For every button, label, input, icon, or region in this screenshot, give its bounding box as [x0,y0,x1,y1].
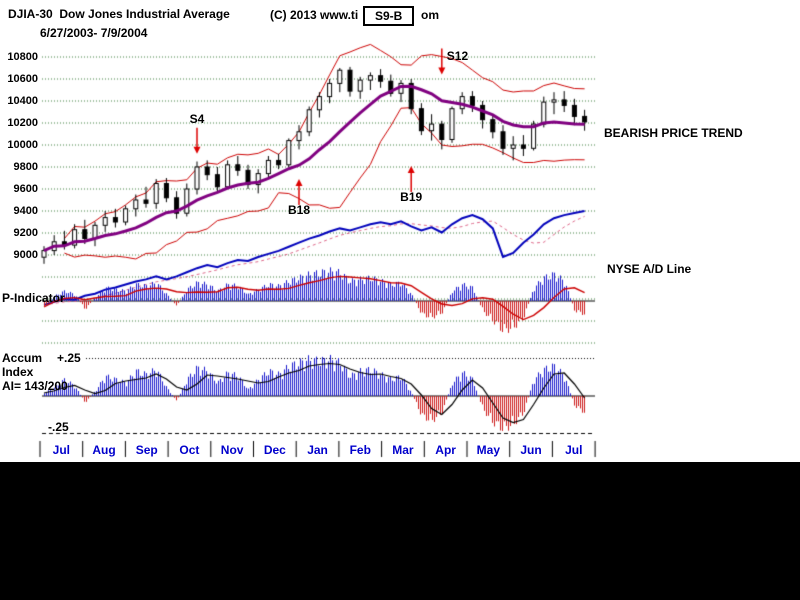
sell-signal-label: S4 [189,111,205,126]
buy-signal-label: B19 [400,189,423,204]
y-axis-label: 10600 [7,73,38,85]
month-label: Dec [263,443,286,457]
sell-signal-label: S12 [446,48,469,63]
ai-ratio-label: AI= 143/200 [2,379,68,393]
buy-signal-label: B18 [287,203,310,218]
y-axis-label: 9800 [13,161,38,173]
date-range: 6/27/2003- 7/9/2004 [40,26,148,40]
copyright-text: (C) 2013 www.ti [270,8,359,22]
current-signal-box: S9-B [363,6,415,26]
month-label: Jun [520,443,542,457]
p-indicator-label: P-Indicator [2,291,65,305]
month-label: May [476,443,501,457]
month-label: Jul [52,443,71,457]
y-axis-label: 9600 [13,183,38,195]
month-label: Apr [435,443,456,457]
trend-label: BEARISH PRICE TREND [604,126,743,140]
y-axis-label: 9000 [13,249,38,261]
y-axis-label: 10200 [7,117,38,129]
month-label: Jul [565,443,583,457]
accum-label: Accum [2,351,43,365]
chart-title: DJIA-30 Dow Jones Industrial Average [8,7,230,21]
month-label: Feb [349,443,371,457]
y-axis-label: 9200 [13,227,38,239]
index-label: Index [2,365,34,379]
month-label: Sep [135,443,158,457]
ad-line-label: NYSE A/D Line [607,262,692,276]
plus-level-label: +.25 [57,351,81,365]
bottom-black-area [0,462,800,600]
month-label: Mar [392,443,414,457]
month-label: Aug [92,443,116,457]
y-axis-label: 10800 [7,51,38,63]
month-label: Nov [220,443,244,457]
y-axis-label: 10400 [7,95,38,107]
chart-canvas [0,0,800,462]
month-label: Jan [307,443,328,457]
minus-level-label: -.25 [48,420,69,434]
y-axis-label: 9400 [13,205,38,217]
month-label: Oct [179,443,200,457]
y-axis-label: 10000 [7,139,38,151]
copyright-suffix: om [421,8,439,22]
